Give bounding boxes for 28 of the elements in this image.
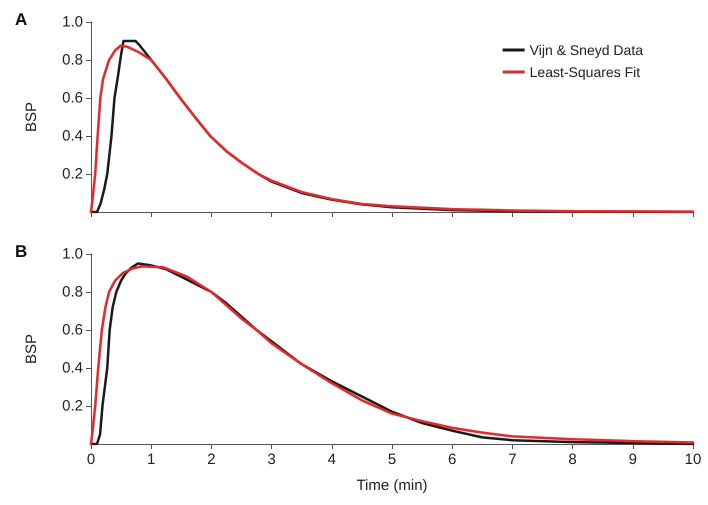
x-tick-label: 8 — [568, 451, 577, 468]
y-tick-label: 0.8 — [62, 52, 83, 68]
x-tick-label: 2 — [207, 451, 216, 468]
y-tick-label: 0.2 — [62, 166, 83, 182]
x-tick-label: 1 — [147, 451, 156, 468]
y-axis-title: BSP — [23, 102, 40, 132]
y-tick-label: 0.4 — [62, 128, 83, 144]
x-axis-title: Time (min) — [356, 477, 428, 494]
x-tick-label: 9 — [628, 451, 637, 468]
x-tick-label: 5 — [388, 451, 396, 468]
y-tick-label: 0.6 — [62, 322, 83, 338]
legend-label: Vijn & Sneyd Data — [530, 42, 644, 58]
y-tick-label: 0.8 — [62, 284, 83, 300]
y-tick-label: 0.2 — [62, 398, 83, 414]
y-tick-label: 0.6 — [62, 90, 83, 106]
y-tick-label: 0.4 — [62, 360, 83, 376]
x-tick-label: 6 — [448, 451, 456, 468]
x-tick-label: 7 — [508, 451, 517, 468]
x-tick-label: 0 — [86, 451, 96, 468]
chart-title: B — [15, 242, 28, 261]
x-tick-label: 4 — [328, 451, 336, 468]
x-tick-label: 3 — [267, 451, 276, 468]
legend-label: Least-Squares Fit — [530, 64, 640, 80]
chart-title: A — [15, 10, 28, 29]
y-axis-title: BSP — [23, 334, 40, 364]
text: 1.0 — [62, 246, 83, 262]
text: 1.0 — [62, 14, 83, 30]
x-tick-label: 10 — [684, 451, 702, 468]
